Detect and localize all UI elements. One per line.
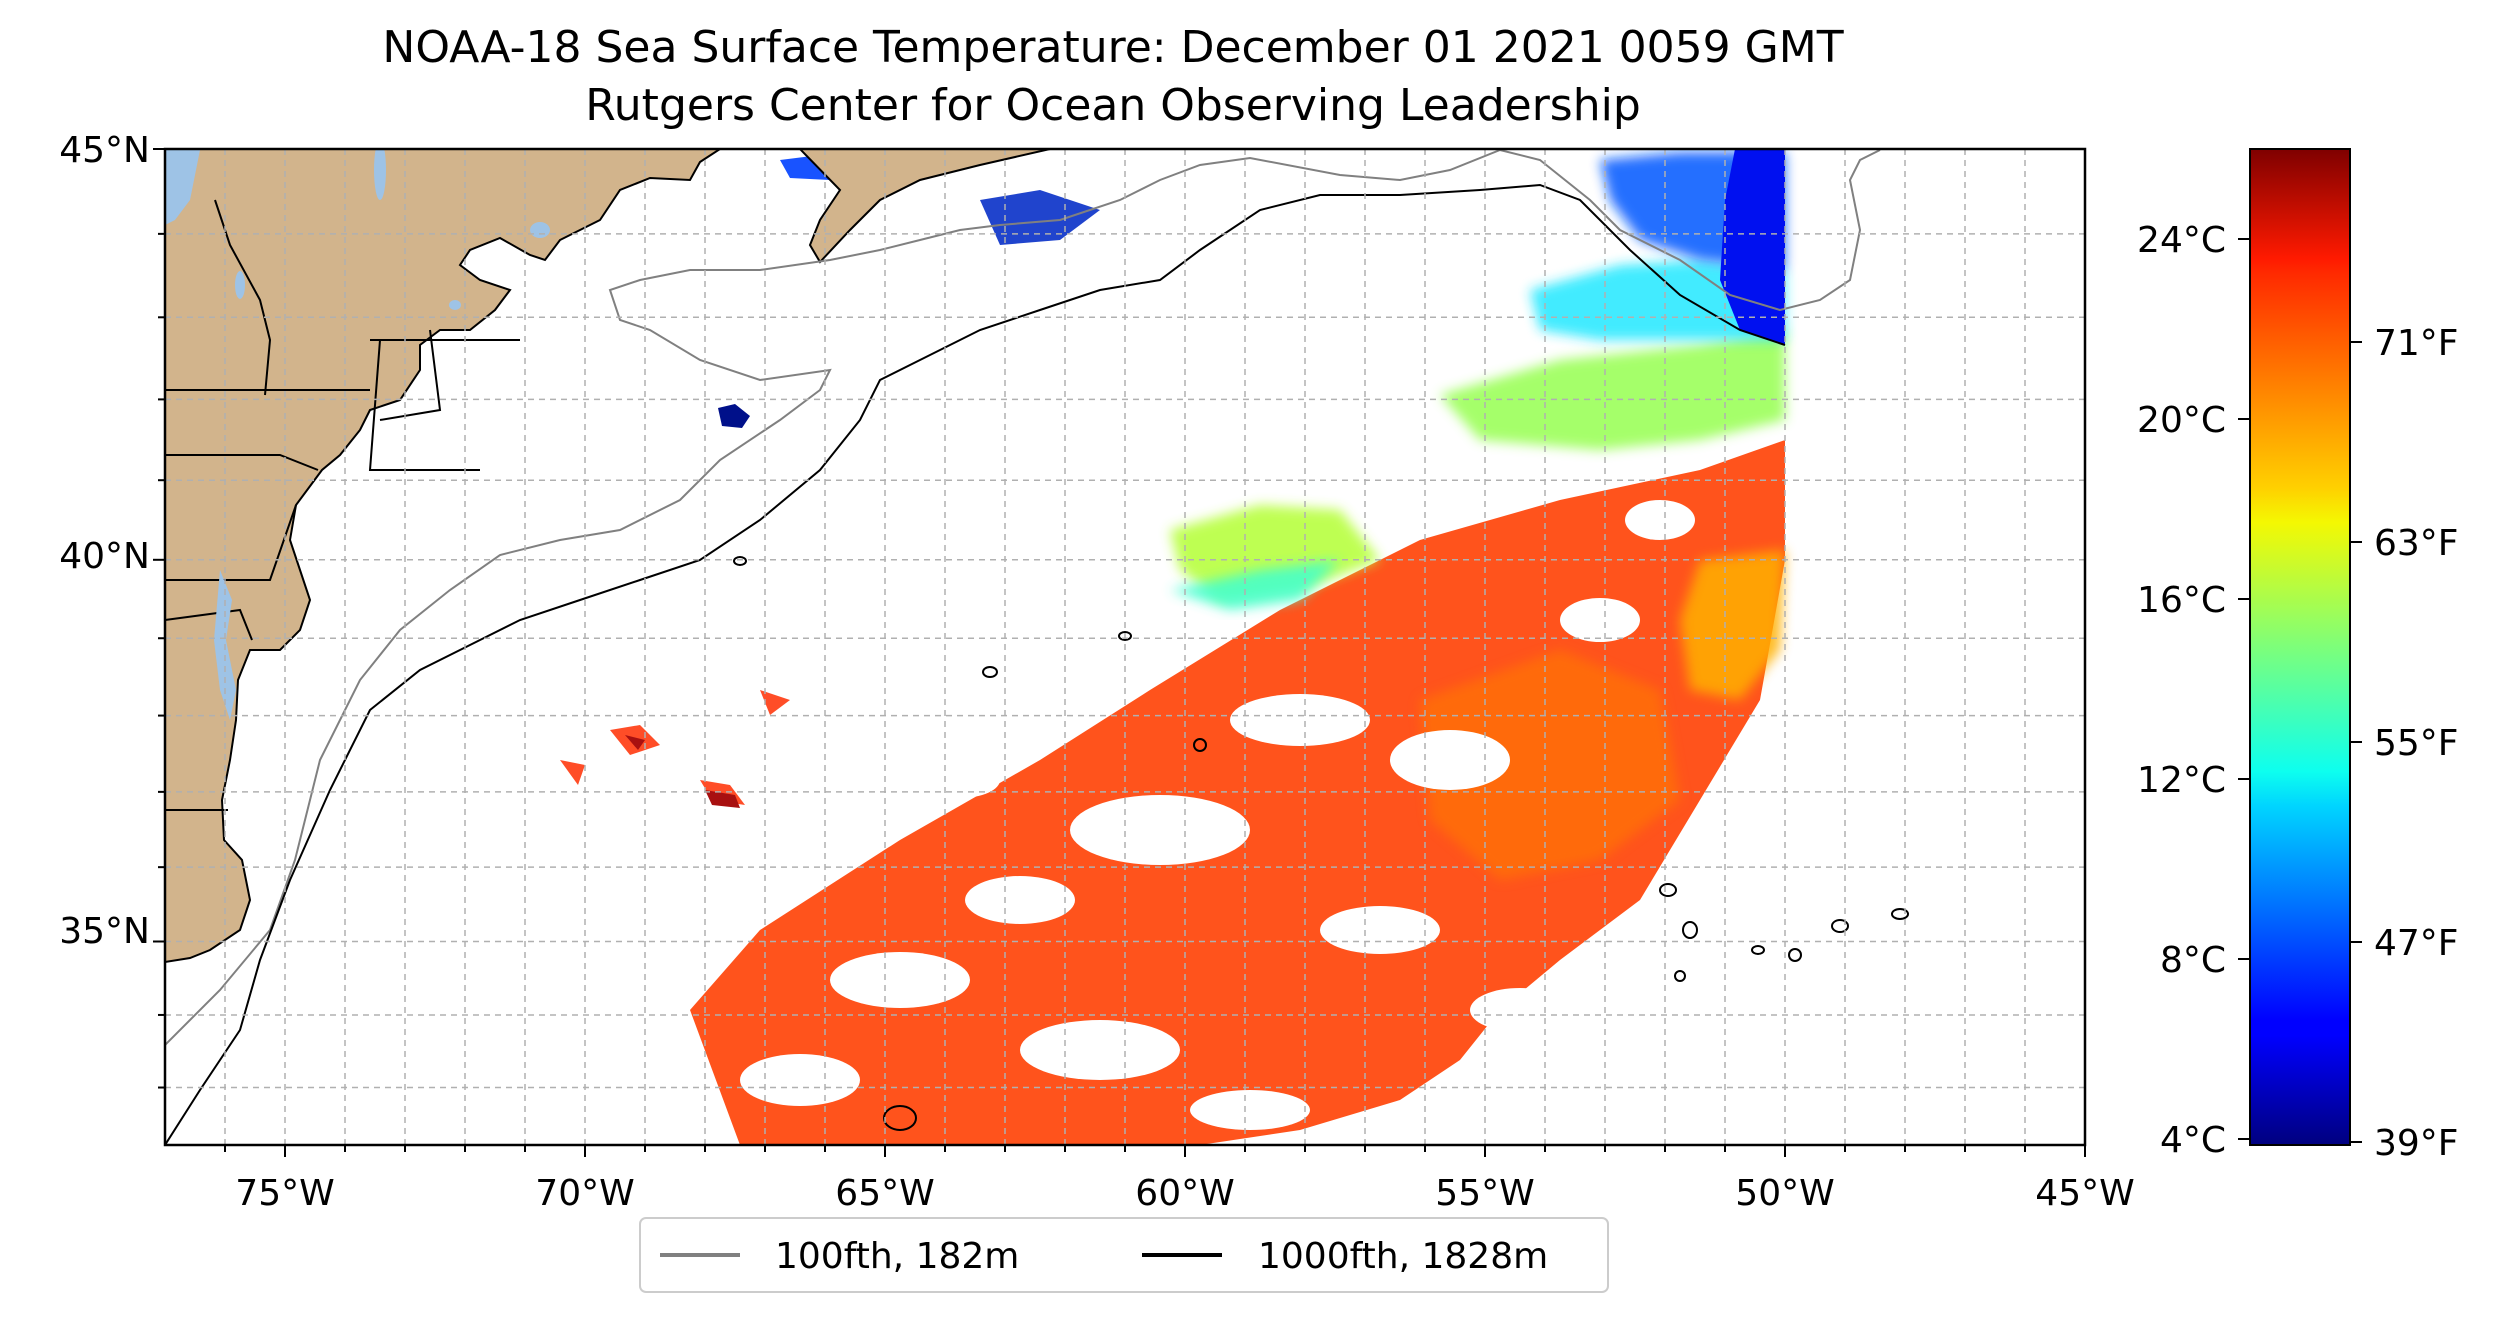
sst-navy-patch (718, 404, 750, 428)
legend-label-100fth: 100fth, 182m (775, 1236, 1019, 1277)
fahrenheit-tick-label: 47°F (2374, 923, 2459, 964)
axis-ticks (153, 148, 2086, 1157)
celsius-tick-label: 20°C (2137, 400, 2226, 441)
celsius-ticks (2238, 238, 2250, 1140)
colorbar: 24°C 20°C 16°C 12°C 8°C 4°C 71°F 63°F 55… (2137, 148, 2459, 1164)
celsius-tick-label: 4°C (2160, 1120, 2226, 1161)
lat-tick-label: 45°N (59, 130, 150, 171)
legend-label-1000fth: 1000fth, 1828m (1258, 1236, 1548, 1277)
lon-tick-labels: 75°W 70°W 65°W 60°W 55°W 50°W 45°W (235, 1173, 2134, 1214)
seamount-contours (733, 556, 1909, 1131)
lon-tick-label: 70°W (535, 1173, 634, 1214)
contour-1000fth (165, 183, 1786, 1145)
fahrenheit-ticks (2350, 341, 2362, 1143)
colorbar-gradient (2249, 148, 2351, 1146)
sst-west-speckles (560, 690, 790, 805)
fahrenheit-tick-label: 55°F (2374, 723, 2459, 764)
lon-tick-label: 60°W (1135, 1173, 1234, 1214)
sst-green-band (1440, 330, 1785, 450)
sst-cyan-shelf (1170, 560, 1340, 610)
celsius-tick-label: 16°C (2137, 580, 2226, 621)
land-nova-scotia (798, 149, 1051, 264)
fahrenheit-tick-label: 39°F (2374, 1123, 2459, 1164)
fahrenheit-tick-label: 71°F (2374, 323, 2459, 364)
fahrenheit-tick-label: 63°F (2374, 523, 2459, 564)
land-us-east-coast (165, 149, 722, 964)
contour-100fth (165, 149, 1881, 1046)
legend-box (639, 1217, 1609, 1293)
map-title: NOAA-18 Sea Surface Temperature: Decembe… (382, 22, 1843, 73)
lat-tick-label: 35°N (59, 911, 150, 952)
bathymetry-contours (165, 149, 1909, 1145)
lon-tick-label: 65°W (835, 1173, 934, 1214)
lon-tick-label: 45°W (2035, 1173, 2134, 1214)
land-layer (165, 149, 1051, 964)
lon-tick-label: 50°W (1735, 1173, 1834, 1214)
gridlines (165, 149, 2085, 1145)
sst-blue-scattered (980, 190, 1100, 245)
celsius-tick-label: 12°C (2137, 760, 2226, 801)
map-area (153, 147, 2087, 1157)
state-borders (165, 199, 520, 811)
sst-green-north (1170, 505, 1380, 600)
sst-yellow-patch (1680, 550, 1785, 700)
map-subtitle: Rutgers Center for Ocean Observing Leade… (585, 80, 1641, 131)
contour-legend: 100fth, 182m 1000fth, 1828m (639, 1217, 1609, 1293)
lon-tick-label: 75°W (235, 1173, 334, 1214)
lat-tick-label: 40°N (59, 536, 150, 577)
lat-tick-labels: 45°N 40°N 35°N (59, 130, 150, 952)
celsius-tick-label: 8°C (2160, 940, 2226, 981)
sst-darkred-patches (625, 735, 740, 808)
lon-tick-label: 55°W (1435, 1173, 1534, 1214)
celsius-tick-label: 24°C (2137, 220, 2226, 261)
